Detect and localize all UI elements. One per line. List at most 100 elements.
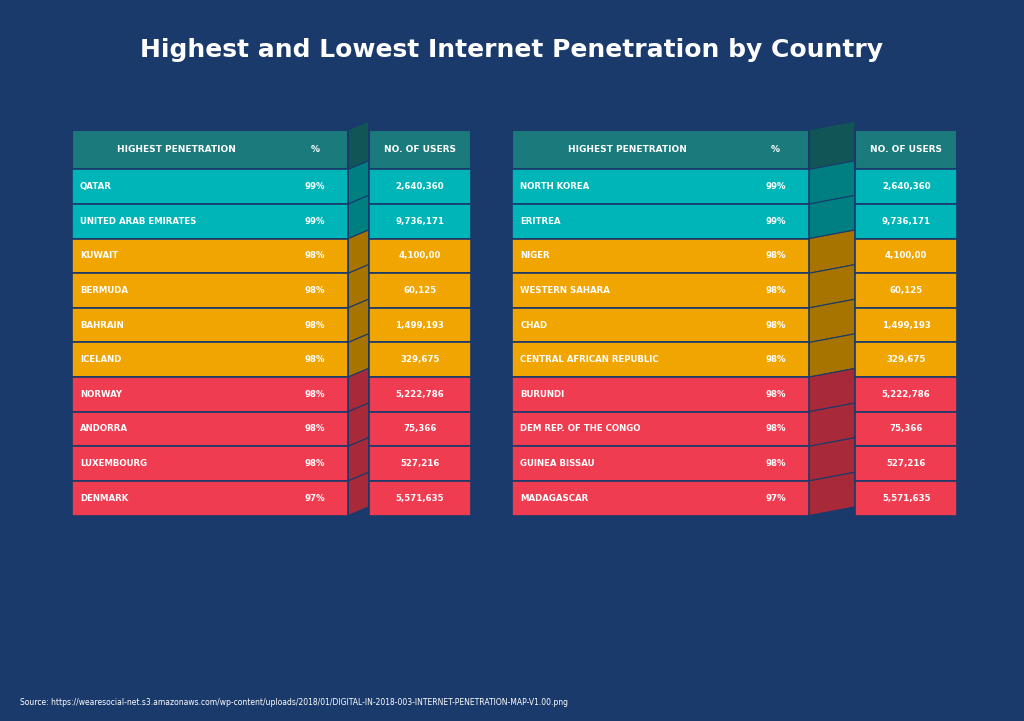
Text: NIGER: NIGER (520, 252, 550, 260)
Text: GUINEA BISSAU: GUINEA BISSAU (520, 459, 595, 468)
Polygon shape (348, 161, 369, 204)
Text: 97%: 97% (765, 494, 786, 503)
Text: 2,640,360: 2,640,360 (882, 182, 931, 191)
Text: NO. OF USERS: NO. OF USERS (384, 145, 456, 154)
Text: 9,736,171: 9,736,171 (395, 217, 444, 226)
Polygon shape (809, 230, 855, 273)
Text: 1,499,193: 1,499,193 (882, 321, 931, 329)
Polygon shape (348, 230, 369, 273)
Polygon shape (809, 403, 855, 446)
FancyBboxPatch shape (855, 169, 957, 204)
Text: Highest and Lowest Internet Penetration by Country: Highest and Lowest Internet Penetration … (140, 38, 884, 63)
Text: WESTERN SAHARA: WESTERN SAHARA (520, 286, 610, 295)
FancyBboxPatch shape (369, 239, 471, 273)
Polygon shape (809, 195, 855, 239)
Text: 9,736,171: 9,736,171 (882, 217, 931, 226)
Text: 4,100,00: 4,100,00 (398, 252, 441, 260)
Text: 527,216: 527,216 (400, 459, 439, 468)
FancyBboxPatch shape (855, 308, 957, 342)
FancyBboxPatch shape (72, 169, 348, 204)
Polygon shape (809, 265, 855, 308)
Text: 60,125: 60,125 (890, 286, 923, 295)
Text: 98%: 98% (304, 355, 326, 364)
FancyBboxPatch shape (72, 412, 348, 446)
Polygon shape (348, 195, 369, 239)
Text: 98%: 98% (765, 425, 786, 433)
FancyBboxPatch shape (369, 481, 471, 516)
FancyBboxPatch shape (855, 377, 957, 412)
Text: 98%: 98% (304, 252, 326, 260)
Text: 97%: 97% (304, 494, 326, 503)
Text: 98%: 98% (765, 286, 786, 295)
Polygon shape (348, 472, 369, 516)
Text: 5,222,786: 5,222,786 (395, 390, 444, 399)
FancyBboxPatch shape (369, 342, 471, 377)
Polygon shape (809, 161, 855, 204)
Text: NORTH KOREA: NORTH KOREA (520, 182, 590, 191)
FancyBboxPatch shape (512, 481, 809, 516)
FancyBboxPatch shape (369, 169, 471, 204)
FancyBboxPatch shape (512, 308, 809, 342)
Text: 99%: 99% (765, 182, 786, 191)
FancyBboxPatch shape (512, 204, 809, 239)
FancyBboxPatch shape (512, 130, 809, 169)
Text: 60,125: 60,125 (403, 286, 436, 295)
Text: CENTRAL AFRICAN REPUBLIC: CENTRAL AFRICAN REPUBLIC (520, 355, 658, 364)
Text: ICELAND: ICELAND (80, 355, 121, 364)
Polygon shape (809, 368, 855, 412)
Text: MADAGASCAR: MADAGASCAR (520, 494, 589, 503)
Text: NO. OF USERS: NO. OF USERS (870, 145, 942, 154)
FancyBboxPatch shape (512, 446, 809, 481)
Text: ANDORRA: ANDORRA (80, 425, 128, 433)
Text: 98%: 98% (765, 321, 786, 329)
Text: 1,499,193: 1,499,193 (395, 321, 444, 329)
Text: Source: https://wearesocial-net.s3.amazonaws.com/wp-content/uploads/2018/01/DIGI: Source: https://wearesocial-net.s3.amazo… (20, 698, 568, 707)
Text: DENMARK: DENMARK (80, 494, 128, 503)
FancyBboxPatch shape (369, 273, 471, 308)
Text: 98%: 98% (765, 252, 786, 260)
FancyBboxPatch shape (72, 239, 348, 273)
Text: BAHRAIN: BAHRAIN (80, 321, 124, 329)
Text: 329,675: 329,675 (400, 355, 439, 364)
FancyBboxPatch shape (855, 130, 957, 169)
Text: 4,100,00: 4,100,00 (885, 252, 928, 260)
Text: 98%: 98% (765, 390, 786, 399)
FancyBboxPatch shape (855, 273, 957, 308)
FancyBboxPatch shape (72, 130, 348, 169)
Polygon shape (348, 368, 369, 412)
FancyBboxPatch shape (512, 273, 809, 308)
FancyBboxPatch shape (369, 446, 471, 481)
Polygon shape (348, 334, 369, 377)
FancyBboxPatch shape (369, 204, 471, 239)
FancyBboxPatch shape (855, 446, 957, 481)
FancyBboxPatch shape (512, 239, 809, 273)
Text: 99%: 99% (304, 217, 326, 226)
FancyBboxPatch shape (855, 481, 957, 516)
Text: ERITREA: ERITREA (520, 217, 561, 226)
Text: HIGHEST PENETRATION: HIGHEST PENETRATION (117, 145, 237, 154)
FancyBboxPatch shape (72, 446, 348, 481)
FancyBboxPatch shape (72, 481, 348, 516)
Text: QATAR: QATAR (80, 182, 112, 191)
FancyBboxPatch shape (855, 342, 957, 377)
Text: 527,216: 527,216 (887, 459, 926, 468)
Text: 75,366: 75,366 (890, 425, 923, 433)
Text: DEM REP. OF THE CONGO: DEM REP. OF THE CONGO (520, 425, 641, 433)
Text: UNITED ARAB EMIRATES: UNITED ARAB EMIRATES (80, 217, 197, 226)
Text: 5,571,635: 5,571,635 (882, 494, 931, 503)
Polygon shape (348, 299, 369, 342)
Text: HIGHEST PENETRATION: HIGHEST PENETRATION (567, 145, 687, 154)
FancyBboxPatch shape (72, 342, 348, 377)
Text: 5,571,635: 5,571,635 (395, 494, 444, 503)
Text: 98%: 98% (765, 355, 786, 364)
Polygon shape (348, 121, 369, 169)
Text: 99%: 99% (765, 217, 786, 226)
FancyBboxPatch shape (369, 377, 471, 412)
Polygon shape (809, 438, 855, 481)
Text: 98%: 98% (304, 286, 326, 295)
Text: 2,640,360: 2,640,360 (395, 182, 444, 191)
FancyBboxPatch shape (512, 412, 809, 446)
Text: KUWAIT: KUWAIT (80, 252, 118, 260)
FancyBboxPatch shape (72, 273, 348, 308)
FancyBboxPatch shape (512, 342, 809, 377)
